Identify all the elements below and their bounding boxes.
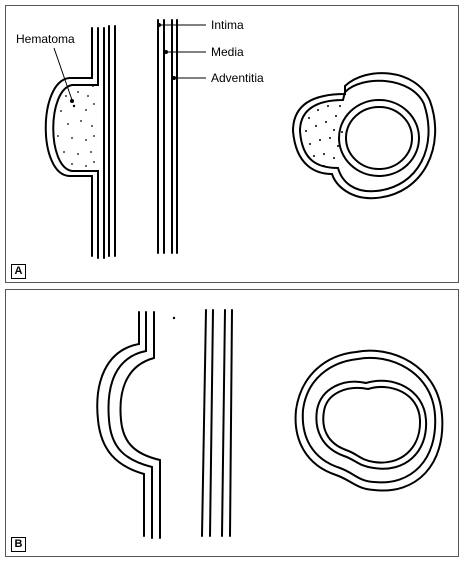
adventitia-label: Adventitia [211, 71, 264, 85]
hematoma-label: Hematoma [16, 32, 75, 46]
vessel-a-left-wall-outer [44, 27, 93, 257]
cross-a-outer-ring [291, 72, 437, 200]
vessel-b-right-wall-outermost [229, 309, 233, 537]
intima-pointer-dot [157, 23, 161, 27]
media-pointer-dot [164, 50, 168, 54]
cross-a-lumen-outer [338, 99, 420, 177]
cross-b-ring-2 [301, 357, 437, 484]
panel-a-label: A [11, 264, 26, 279]
vessel-b-left-wall-middle [107, 311, 153, 539]
panel-b-drawing [96, 309, 444, 539]
media-label: Media [211, 45, 244, 59]
hematoma-pointer-dot [70, 99, 74, 103]
hematoma-leader [53, 47, 73, 101]
vessel-b-right-wall-middle [209, 309, 214, 537]
vessel-b-left-wall-outer [96, 311, 145, 537]
hematoma-stipple-a [57, 85, 95, 167]
cross-b-ring-3 [315, 379, 428, 470]
cross-a-lumen-inner [345, 106, 413, 170]
panel-b-label: B [11, 537, 26, 552]
cross-b-ring-4 [322, 385, 422, 464]
adventitia-pointer-dot [172, 76, 176, 80]
vessel-a-left-wall-middle [52, 27, 99, 259]
vessel-b-right-wall-outer [221, 309, 226, 537]
panel-b: B [5, 289, 459, 557]
vessel-b-left-wall-inner [119, 311, 161, 539]
panel-a: Hematoma Intima Media Adventitia A [5, 5, 459, 283]
cross-b-ring-1 [294, 349, 444, 492]
vessel-b-right-wall-inner [201, 309, 207, 537]
panel-a-drawing: Hematoma Intima Media Adventitia [16, 18, 437, 259]
hematoma-stipple-cross-a [305, 105, 343, 167]
cross-a-middle-ring [298, 79, 430, 193]
intima-label: Intima [211, 18, 244, 32]
stray-dot [172, 316, 176, 320]
